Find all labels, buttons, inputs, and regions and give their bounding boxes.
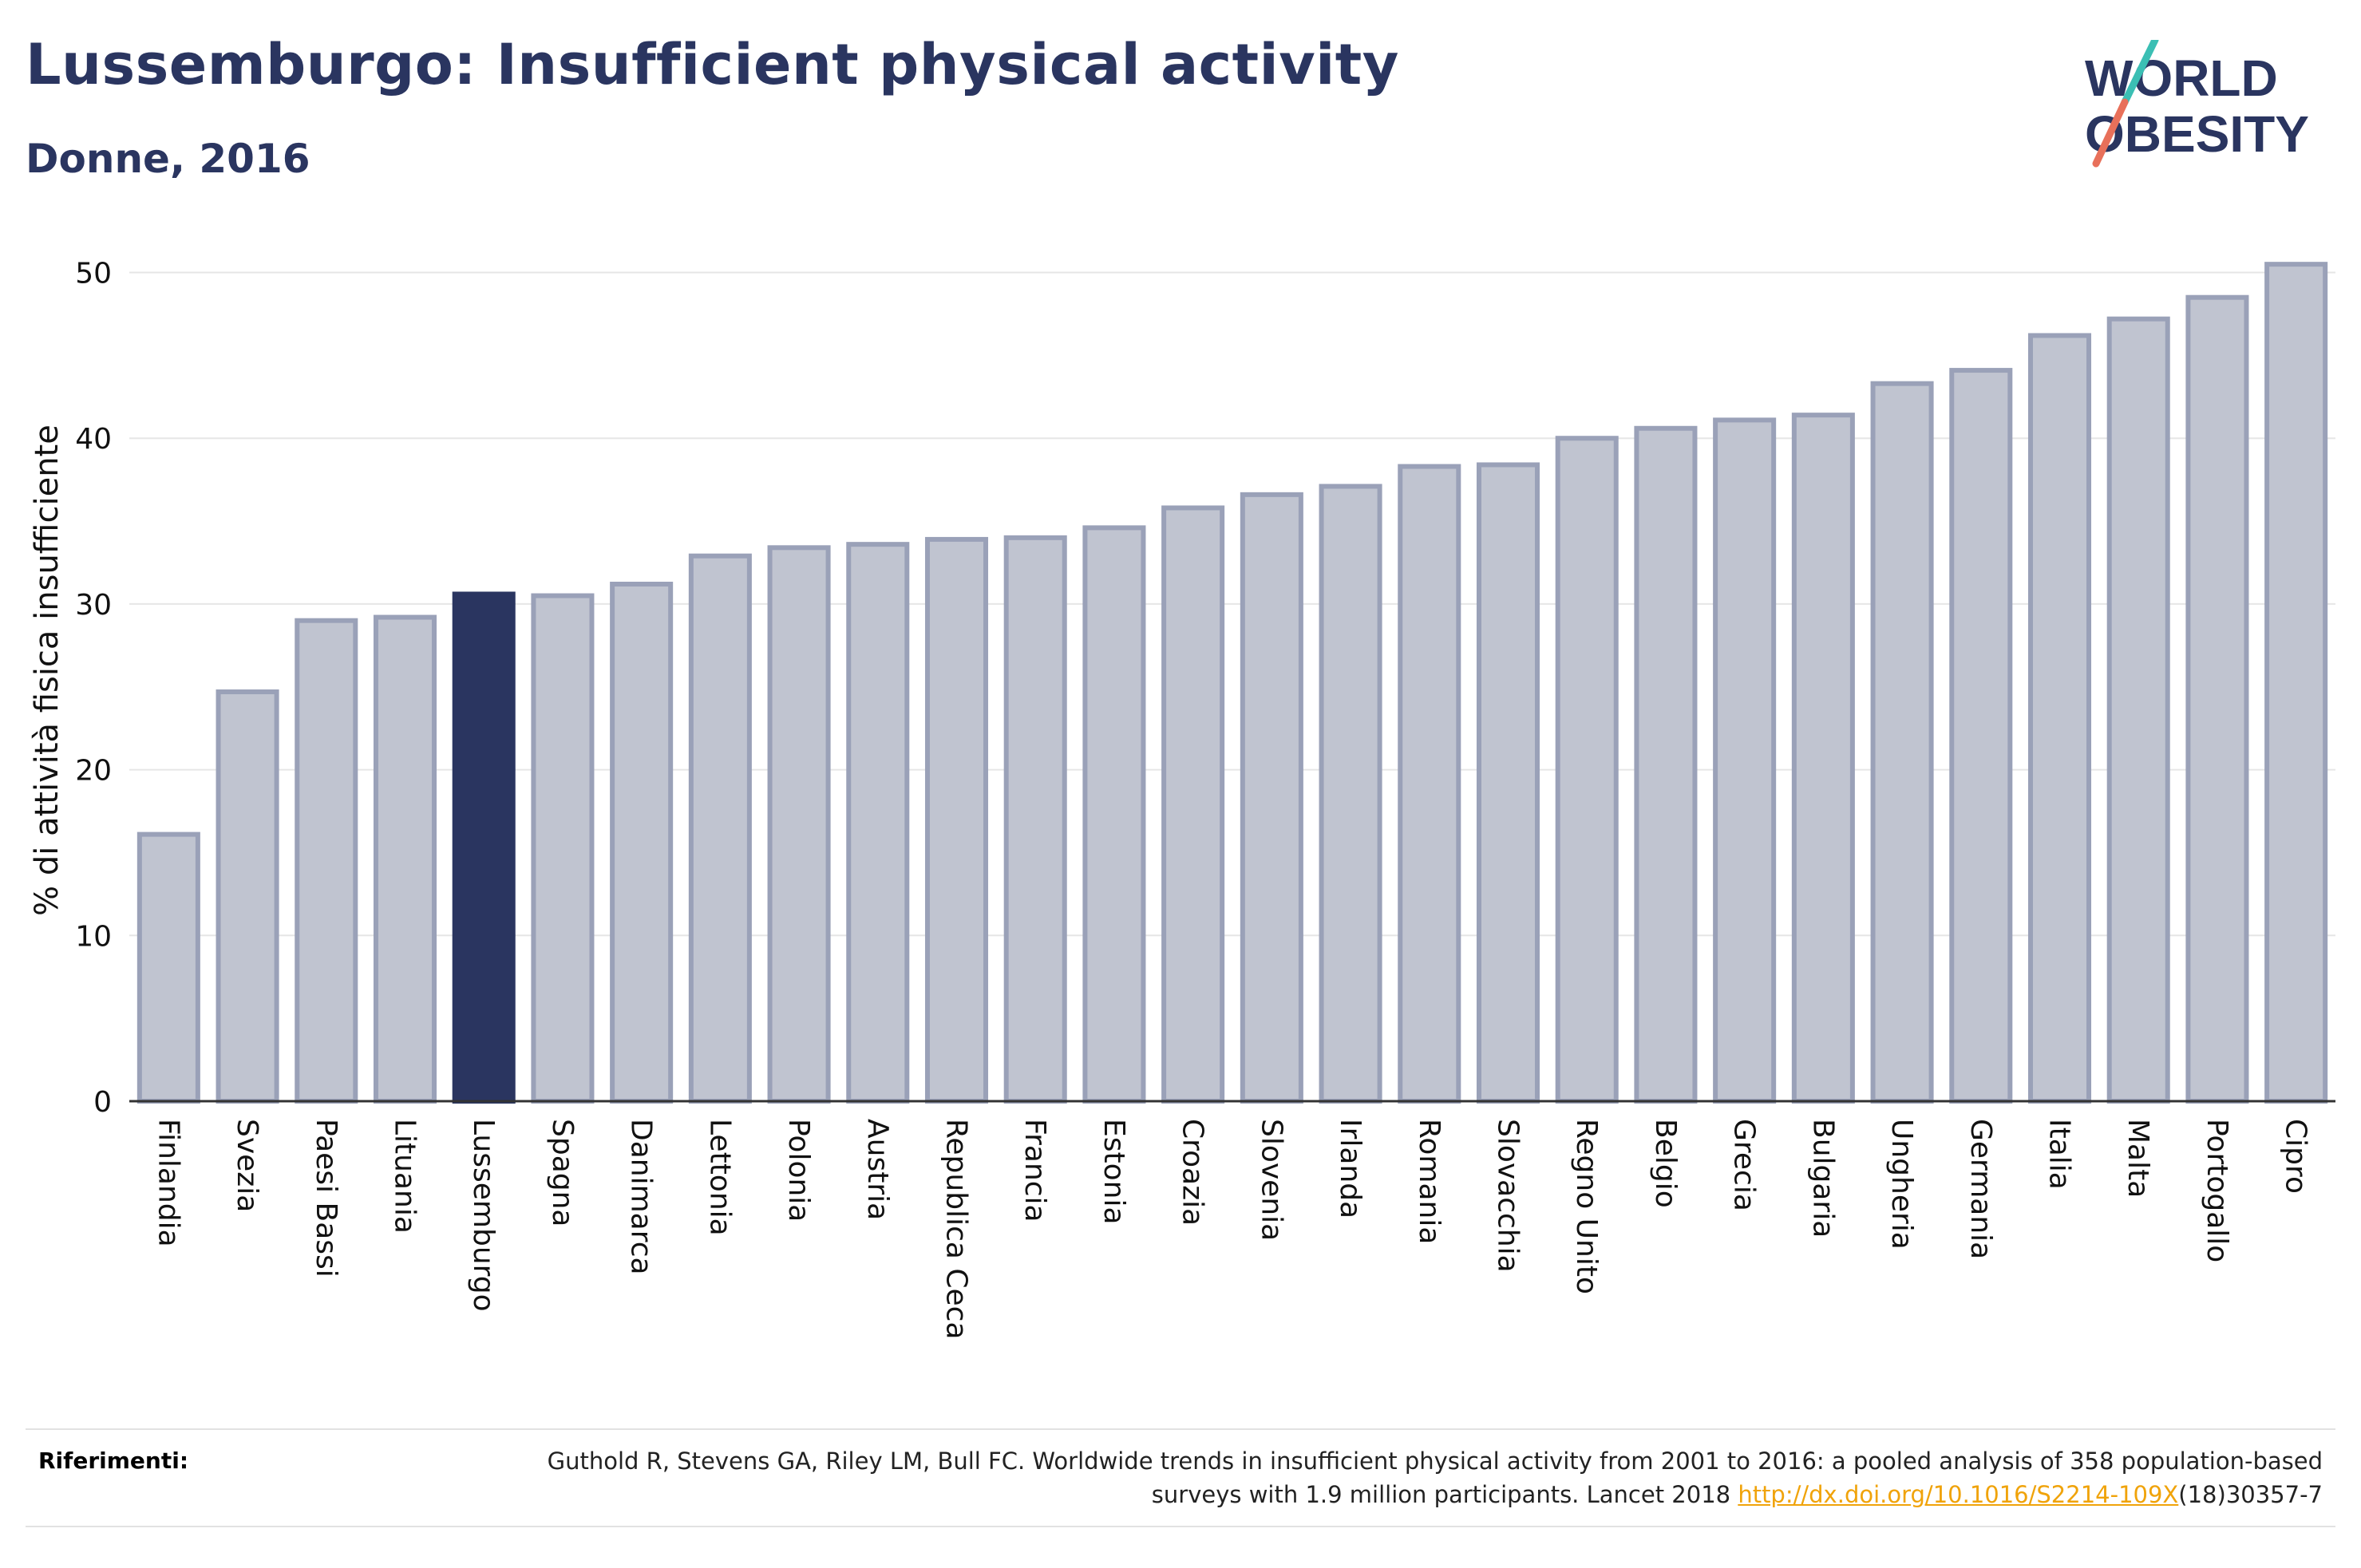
bar — [1082, 525, 1146, 1104]
x-tick-label: Slovacchia — [1492, 1119, 1525, 1273]
logo-slash-bottom — [2092, 98, 2129, 168]
references-label: Riferimenti: — [38, 1448, 189, 1474]
y-tick-label: 50 — [75, 258, 112, 290]
y-tick-label: 0 — [93, 1086, 112, 1119]
x-tick-label: Danimarca — [625, 1119, 658, 1275]
bar — [216, 689, 279, 1104]
x-tick-label: Slovenia — [1255, 1119, 1287, 1241]
bar — [373, 614, 437, 1104]
bar — [136, 831, 200, 1104]
world-obesity-logo: WORLD OBESITY — [2085, 40, 2309, 168]
bar — [2027, 333, 2092, 1104]
bar — [295, 618, 358, 1104]
x-tick-label: Romania — [1413, 1119, 1445, 1244]
chart-subtitle: Donne, 2016 — [26, 136, 310, 182]
bar — [1634, 425, 1698, 1104]
bar — [1476, 462, 1540, 1104]
bar — [1240, 492, 1303, 1104]
bar — [2185, 294, 2249, 1104]
reference-citation-suffix: (18)30357-7 — [2178, 1481, 2323, 1508]
bar — [531, 593, 595, 1104]
bar — [1319, 484, 1382, 1104]
x-tick-label: Italia — [2043, 1119, 2076, 1190]
bar — [452, 591, 516, 1104]
x-tick-label: Regno Unito — [1570, 1119, 1603, 1294]
bars — [136, 262, 2328, 1104]
x-tick-label: Lituania — [389, 1119, 421, 1234]
x-tick-label: Spagna — [546, 1119, 579, 1227]
chart-title: Lussemburgo: Insufficient physical activ… — [26, 32, 1399, 97]
bar — [2106, 316, 2170, 1104]
bar — [688, 553, 752, 1104]
bar — [767, 545, 831, 1104]
bar — [1003, 535, 1067, 1104]
x-tick-label: Ungheria — [1885, 1119, 1918, 1250]
logo-slash-top — [2121, 40, 2159, 106]
x-tick-label: Estonia — [1097, 1119, 1130, 1225]
y-tick-label: 10 — [75, 920, 112, 953]
logo-word-world: WORLD — [2085, 49, 2278, 107]
bar-chart: 0 10 20 30 40 50 Finlandia Svezia Paesi Bassi Lit… — [29, 258, 2335, 1340]
x-tick-label: Paesi Bassi — [310, 1119, 342, 1278]
bar — [1949, 368, 2013, 1104]
x-tick-label: Irlanda — [1334, 1119, 1366, 1218]
x-tick-label: Lussemburgo — [467, 1119, 500, 1312]
y-tick-label: 20 — [75, 755, 112, 788]
bar — [1870, 381, 1934, 1104]
bar — [846, 542, 910, 1104]
references-text: Guthold R, Stevens GA, Riley LM, Bull FC… — [487, 1444, 2323, 1511]
reference-doi-link[interactable]: http://dx.doi.org/10.1016/S2214-109X — [1738, 1481, 2179, 1508]
tick-labels: 0 10 20 30 40 50 Finlandia Svezia Paesi Bassi Lit… — [29, 258, 2312, 1340]
bar — [1713, 417, 1777, 1104]
x-tick-label: Francia — [1018, 1119, 1051, 1222]
bar — [2264, 262, 2328, 1104]
y-tick-label: 30 — [75, 589, 112, 622]
x-tick-label: Bulgaria — [1806, 1119, 1839, 1238]
x-tick-label: Portogallo — [2201, 1119, 2233, 1262]
bar — [1398, 464, 1461, 1104]
x-tick-label: Republica Ceca — [940, 1119, 973, 1340]
x-tick-label: Finlandia — [152, 1119, 184, 1247]
y-tick-label: 40 — [75, 423, 112, 456]
bar — [1791, 413, 1855, 1104]
x-tick-label: Germania — [1964, 1119, 1997, 1259]
x-tick-label: Belgio — [1649, 1119, 1682, 1208]
x-tick-label: Lettonia — [703, 1119, 736, 1236]
x-tick-label: Grecia — [1728, 1119, 1761, 1211]
x-tick-label: Austria — [861, 1119, 894, 1220]
bar — [1555, 436, 1619, 1104]
x-tick-label: Polonia — [782, 1119, 815, 1222]
x-tick-label: Svezia — [231, 1119, 263, 1212]
bar — [924, 536, 989, 1104]
bar — [1161, 505, 1225, 1104]
x-tick-label: Malta — [2122, 1119, 2154, 1198]
references-section: Riferimenti: Guthold R, Stevens GA, Rile… — [26, 1428, 2335, 1527]
reference-citation: Guthold R, Stevens GA, Riley LM, Bull FC… — [547, 1448, 2323, 1508]
y-axis-label: % di attività fisica insufficiente — [29, 425, 65, 916]
x-tick-label: Cipro — [2280, 1119, 2312, 1194]
x-tick-label: Croazia — [1177, 1119, 1209, 1226]
bar — [610, 582, 674, 1104]
